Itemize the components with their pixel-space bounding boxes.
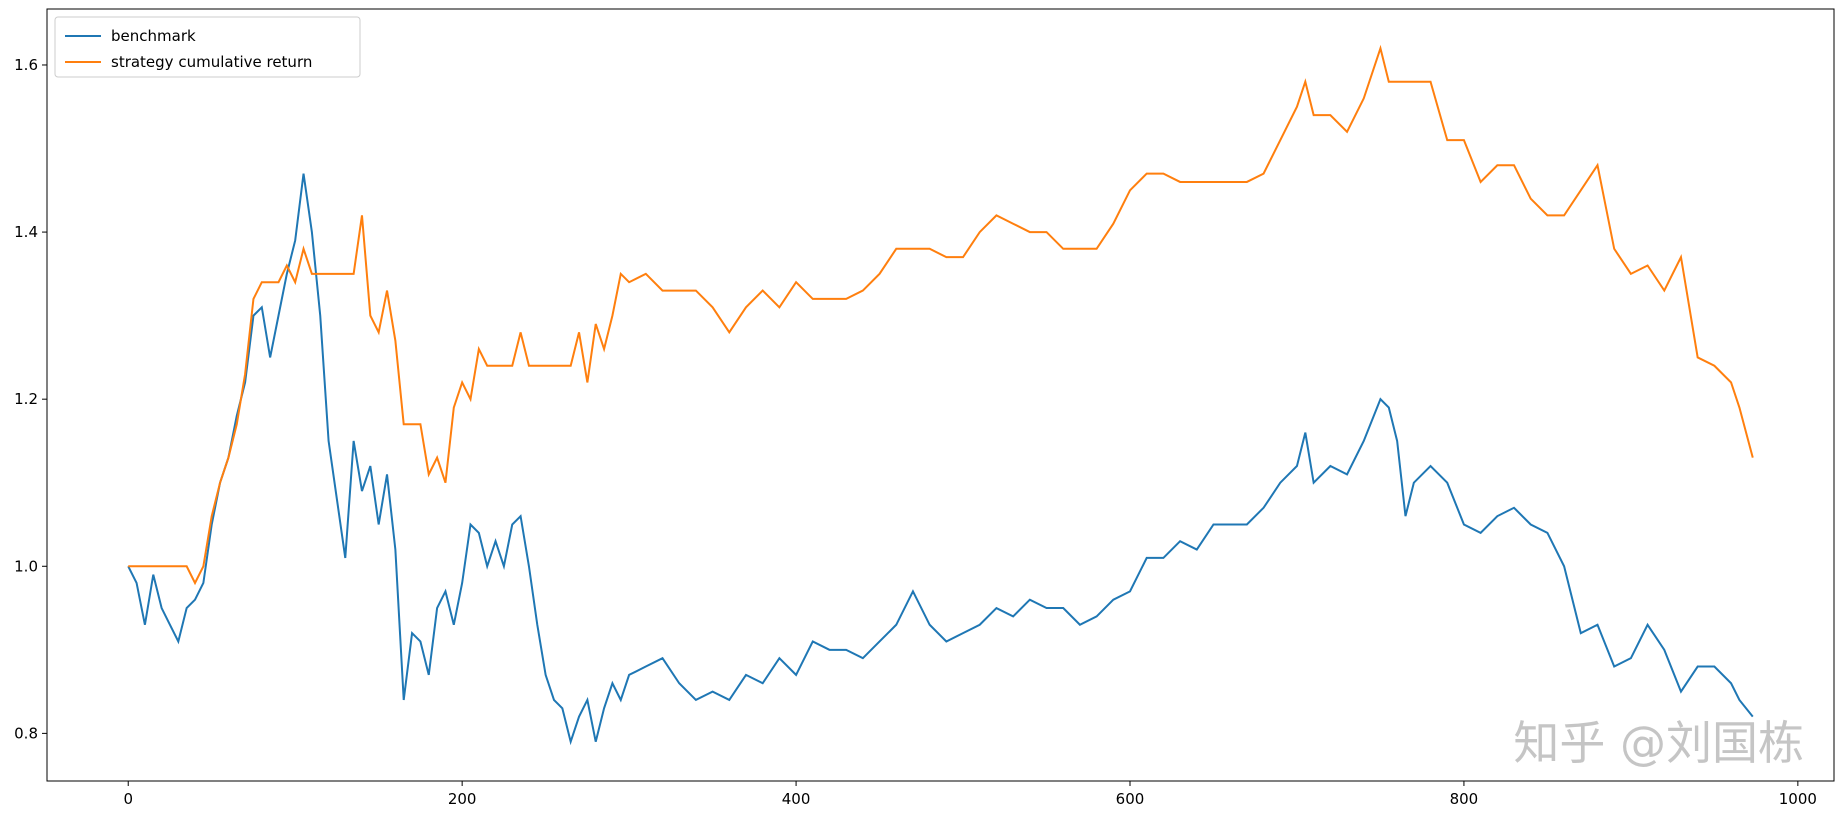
series-line <box>127 173 1754 746</box>
y-tick-label: 1.2 <box>14 390 38 408</box>
y-tick-label: 1.0 <box>14 557 38 575</box>
x-tick-label: 0 <box>123 790 133 808</box>
y-tick-label: 1.6 <box>14 56 38 74</box>
y-tick-label: 1.4 <box>14 223 38 241</box>
series-line <box>128 44 1754 586</box>
x-tick-label: 200 <box>448 790 477 808</box>
x-tick-label: 800 <box>1450 790 1479 808</box>
x-tick-label: 1000 <box>1779 790 1817 808</box>
legend-box <box>54 16 361 78</box>
legend-label: strategy cumulative return <box>111 53 312 71</box>
y-tick-label: 0.8 <box>14 724 38 742</box>
watermark: 知乎 @刘国栋 <box>1513 716 1804 770</box>
x-tick-label: 600 <box>1116 790 1145 808</box>
x-tick-label: 400 <box>782 790 811 808</box>
legend-label: benchmark <box>111 27 196 45</box>
plot-frame <box>46 8 1835 782</box>
